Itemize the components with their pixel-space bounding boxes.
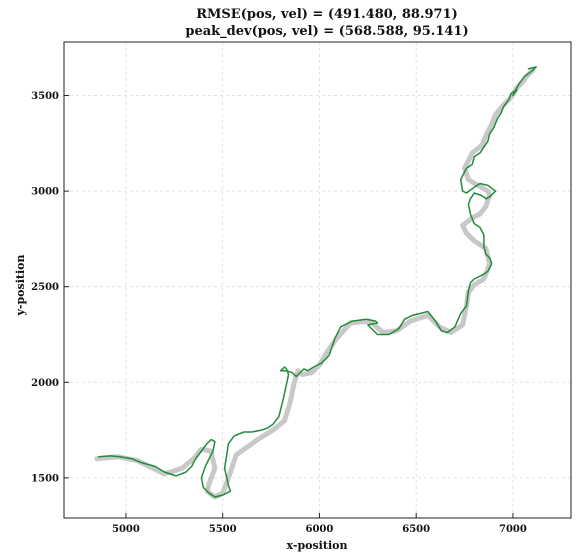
estimated-trajectory-line (98, 66, 537, 498)
plot-frame (63, 41, 572, 519)
x-axis-label: x-position (287, 539, 348, 552)
chart-title: RMSE(pos, vel) = (491.480, 88.971) (196, 7, 458, 22)
x-tick-label: 7000 (499, 524, 527, 535)
x-tick-label: 6500 (402, 524, 430, 535)
grid-lines (64, 42, 571, 518)
y-axis-label: y-position (14, 255, 27, 317)
reference-trajectory-line (94, 68, 535, 500)
y-ticks: 1500 2000 2500 3000 3500 (31, 91, 69, 484)
chart-subtitle: peak_dev(pos, vel) = (568.588, 95.141) (185, 24, 468, 39)
y-tick-label: 2000 (31, 378, 59, 389)
x-tick-label: 6000 (306, 524, 334, 535)
y-tick-label: 1500 (31, 473, 59, 484)
data-lines (94, 66, 537, 500)
x-tick-label: 5500 (209, 524, 237, 535)
x-tick-label: 5000 (112, 524, 140, 535)
y-tick-label: 3000 (31, 187, 59, 198)
x-ticks: 5000 5500 6000 6500 7000 (112, 513, 527, 535)
y-tick-label: 2500 (31, 282, 59, 293)
y-tick-label: 3500 (31, 91, 59, 102)
